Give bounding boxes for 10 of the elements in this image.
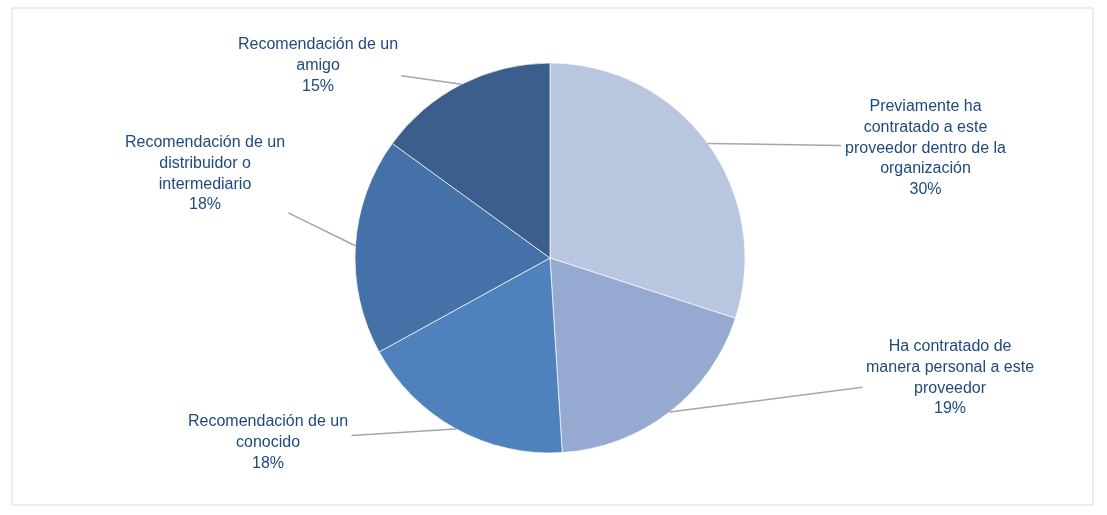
slice-label: Previamente ha contratado a este proveedor dentro de la organización: [845, 97, 1007, 177]
data-label: 18%: [252, 453, 285, 471]
slice-label: Recomendación de un conocido: [188, 412, 349, 450]
slice-label: Recomendación de un amigo: [238, 35, 399, 73]
data-label: 18%: [189, 195, 222, 213]
slice-label: Ha contratado de manera personal a este proveedor: [866, 337, 1035, 396]
data-label: 30%: [909, 180, 942, 198]
data-label: 15%: [302, 76, 335, 94]
slice-label: Recomendación de un distribuidor o intermediario: [125, 133, 286, 192]
data-label: 19%: [934, 399, 967, 417]
